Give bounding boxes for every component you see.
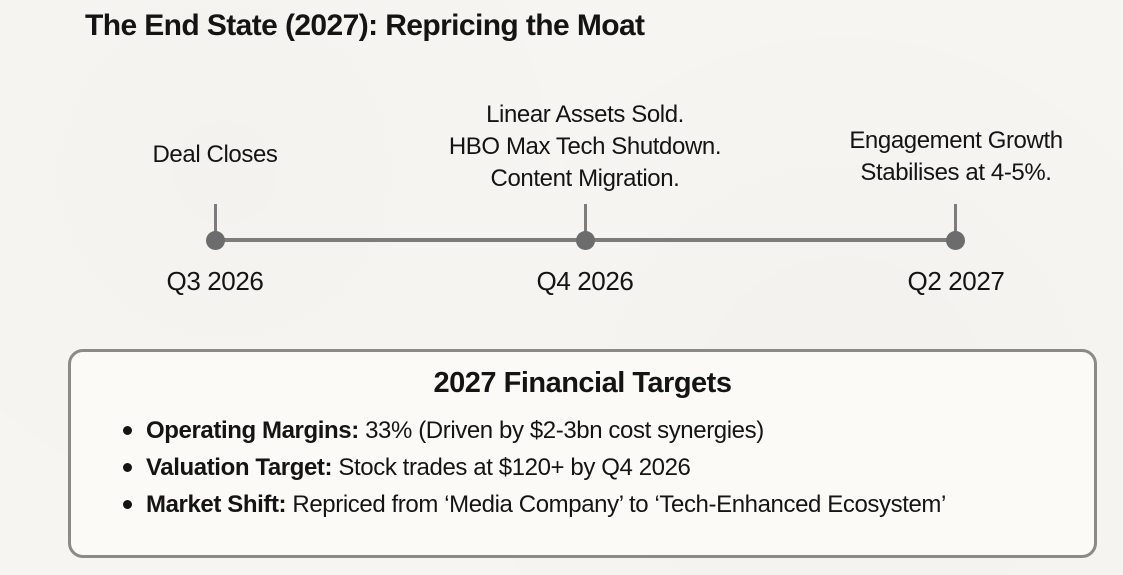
target-item-text: Operating Margins: 33% (Driven by $2-3bn… <box>146 412 764 449</box>
timeline-milestone-dot <box>946 231 965 250</box>
financial-targets-list: Operating Margins: 33% (Driven by $2-3bn… <box>71 412 1094 523</box>
milestone-date-q2-2027: Q2 2027 <box>907 266 1005 296</box>
target-item-label: Valuation Target: <box>146 454 333 481</box>
milestone-label-linear-assets: Linear Assets Sold. HBO Max Tech Shutdow… <box>405 99 765 195</box>
target-item-value: 33% (Driven by $2-3bn cost synergies) <box>358 417 764 444</box>
milestone-label-line: Linear Assets Sold. <box>486 101 684 128</box>
timeline-milestone-dot <box>576 231 595 250</box>
milestone-label-deal-closes: Deal Closes <box>65 139 365 171</box>
milestone-label-line: Stabilises at 4-5%. <box>860 159 1052 186</box>
financial-targets-heading: 2027 Financial Targets <box>433 367 732 399</box>
target-item-text: Market Shift: Repriced from ‘Media Compa… <box>146 486 946 523</box>
milestone-label-line: HBO Max Tech Shutdown. <box>448 133 722 160</box>
target-item-value: Repriced from ‘Media Company’ to ‘Tech-E… <box>286 491 946 518</box>
target-item-operating-margins: Operating Margins: 33% (Driven by $2-3bn… <box>123 412 1094 449</box>
target-item-value: Stock trades at $120+ by Q4 2026 <box>332 454 691 481</box>
timeline-tick <box>584 204 587 240</box>
milestone-label-line: Engagement Growth <box>849 127 1063 154</box>
milestone-date-q3-2026: Q3 2026 <box>166 266 264 296</box>
financial-targets-box: 2027 Financial Targets Operating Margins… <box>68 349 1097 558</box>
milestone-label-line: Deal Closes <box>152 141 278 168</box>
timeline-tick <box>954 204 957 240</box>
target-item-label: Market Shift: <box>146 491 287 518</box>
target-item-label: Operating Margins: <box>146 417 359 444</box>
timeline-tick <box>214 204 217 240</box>
milestone-date-q4-2026: Q4 2026 <box>536 266 634 296</box>
timeline-milestone-dot <box>206 231 225 250</box>
target-item-valuation-target: Valuation Target: Stock trades at $120+ … <box>123 449 1094 486</box>
bullet-icon <box>123 463 132 472</box>
milestone-label-line: Content Migration. <box>490 165 680 192</box>
target-item-market-shift: Market Shift: Repriced from ‘Media Compa… <box>123 486 1094 523</box>
milestone-label-engagement-growth: Engagement Growth Stabilises at 4-5%. <box>775 125 1123 189</box>
page-title: The End State (2027): Repricing the Moat <box>85 9 645 42</box>
bullet-icon <box>123 500 132 509</box>
bullet-icon <box>123 426 132 435</box>
target-item-text: Valuation Target: Stock trades at $120+ … <box>146 449 691 486</box>
